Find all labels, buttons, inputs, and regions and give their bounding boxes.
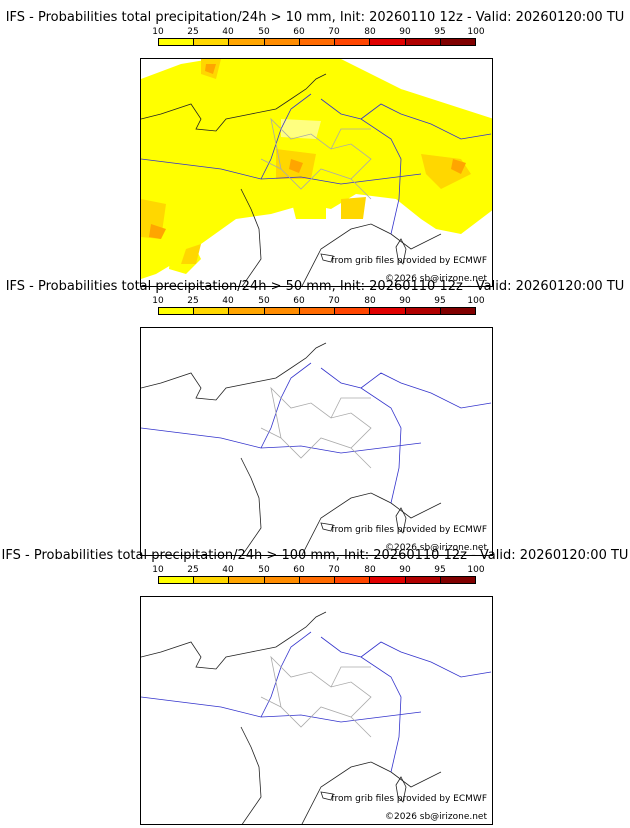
- map-canvas: [141, 342, 492, 555]
- panel-title: IFS - Probabilities total precipitation/…: [5, 10, 625, 25]
- scale-tick: 25: [187, 27, 199, 37]
- copyright-credit: ©2026 sb@irizone.net: [385, 274, 487, 284]
- map-canvas: [141, 59, 492, 286]
- probability-color-scale: 10 25 40 50 60 70 80 90 95 100: [152, 27, 485, 55]
- scale-tick: 25: [187, 565, 199, 575]
- scale-swatch: [370, 39, 406, 45]
- scale-tick: 80: [364, 27, 376, 37]
- forecast-panel-50mm: IFS - Probabilities total precipitation/…: [0, 279, 630, 556]
- scale-tick: 90: [399, 296, 411, 306]
- scale-swatch: [299, 577, 336, 583]
- map-features: [141, 73, 492, 286]
- scale-tick: 90: [399, 565, 411, 575]
- scale-swatch: [405, 308, 441, 314]
- scale-swatch: [229, 39, 265, 45]
- scale-tick: 90: [399, 27, 411, 37]
- precipitation-probability-field: [141, 59, 492, 286]
- scale-swatches: [158, 307, 476, 315]
- scale-swatch: [159, 577, 195, 583]
- map-features: [141, 342, 492, 555]
- probability-color-scale: 10 25 40 50 60 70 80 90 95 100: [152, 565, 485, 593]
- scale-tick: 60: [293, 27, 305, 37]
- scale-swatch: [335, 39, 371, 45]
- scale-swatch: [194, 39, 230, 45]
- scale-swatch: [370, 577, 406, 583]
- scale-swatch: [229, 577, 265, 583]
- scale-tick: 50: [258, 27, 270, 37]
- scale-tick: 100: [467, 27, 485, 37]
- probability-color-scale: 10 25 40 50 60 70 80 90 95 100: [152, 296, 485, 324]
- map-canvas: [141, 611, 492, 824]
- scale-tick: 80: [364, 565, 376, 575]
- scale-tick: 95: [434, 296, 446, 306]
- scale-tick: 25: [187, 296, 199, 306]
- panel-title: IFS - Probabilities total precipitation/…: [1, 548, 629, 563]
- scale-tick: 50: [258, 296, 270, 306]
- scale-swatches: [158, 38, 476, 46]
- scale-swatches: [158, 576, 476, 584]
- scale-swatch: [194, 308, 230, 314]
- map-features: [141, 611, 492, 824]
- scale-swatch: [405, 577, 441, 583]
- scale-tick: 40: [222, 565, 234, 575]
- data-source-credit: from grib files provided by ECMWF: [331, 794, 487, 804]
- precipitation-probability-map: from grib files provided by ECMWF ©2026 …: [140, 327, 493, 556]
- panel-title: IFS - Probabilities total precipitation/…: [5, 279, 625, 294]
- scale-tick: 10: [152, 565, 164, 575]
- data-source-credit: from grib files provided by ECMWF: [331, 525, 487, 535]
- scale-tick: 60: [293, 296, 305, 306]
- scale-tick: 50: [258, 565, 270, 575]
- scale-swatch: [335, 577, 371, 583]
- precipitation-probability-map: from grib files provided by ECMWF ©2026 …: [140, 596, 493, 825]
- scale-tick: 70: [328, 27, 340, 37]
- data-source-credit: from grib files provided by ECMWF: [331, 256, 487, 266]
- scale-tick: 10: [152, 296, 164, 306]
- scale-tick: 95: [434, 565, 446, 575]
- scale-swatch: [299, 39, 336, 45]
- scale-swatch: [370, 308, 406, 314]
- scale-swatch: [264, 39, 300, 45]
- scale-tick: 100: [467, 296, 485, 306]
- scale-swatch: [159, 39, 195, 45]
- scale-swatch: [264, 577, 300, 583]
- forecast-panel-10mm: IFS - Probabilities total precipitation/…: [0, 10, 630, 287]
- scale-swatch: [264, 308, 300, 314]
- scale-tick: 40: [222, 296, 234, 306]
- scale-swatch: [194, 577, 230, 583]
- scale-tick: 40: [222, 27, 234, 37]
- scale-swatch: [440, 39, 475, 45]
- scale-swatch: [335, 308, 371, 314]
- scale-tick: 70: [328, 565, 340, 575]
- precipitation-probability-map: from grib files provided by ECMWF ©2026 …: [140, 58, 493, 287]
- scale-tick: 80: [364, 296, 376, 306]
- forecast-panel-100mm: IFS - Probabilities total precipitation/…: [0, 548, 630, 825]
- scale-tick: 60: [293, 565, 305, 575]
- scale-tick-labels: 10 25 40 50 60 70 80 90 95 100: [152, 565, 484, 575]
- scale-swatch: [440, 308, 475, 314]
- scale-swatch: [229, 308, 265, 314]
- scale-tick-labels: 10 25 40 50 60 70 80 90 95 100: [152, 27, 484, 37]
- scale-tick: 95: [434, 27, 446, 37]
- scale-swatch: [405, 39, 441, 45]
- scale-tick: 10: [152, 27, 164, 37]
- scale-swatch: [299, 308, 336, 314]
- scale-swatch: [159, 308, 195, 314]
- copyright-credit: ©2026 sb@irizone.net: [385, 543, 487, 553]
- scale-tick: 100: [467, 565, 485, 575]
- scale-tick: 70: [328, 296, 340, 306]
- scale-tick-labels: 10 25 40 50 60 70 80 90 95 100: [152, 296, 484, 306]
- copyright-credit: ©2026 sb@irizone.net: [385, 812, 487, 822]
- scale-swatch: [440, 577, 475, 583]
